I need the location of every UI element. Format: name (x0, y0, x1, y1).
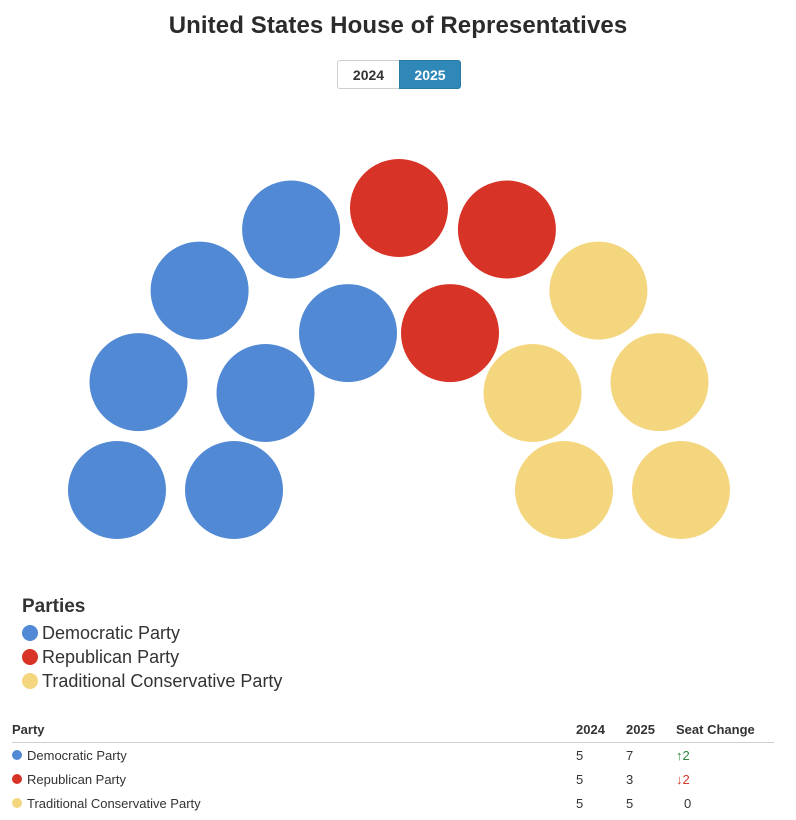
seat-traditional-conservative-party[interactable] (515, 441, 613, 539)
seat-traditional-conservative-party[interactable] (632, 441, 730, 539)
table-row: Traditional Conservative Party 5 5 0 (12, 791, 774, 815)
seat-democratic-party[interactable] (68, 441, 166, 539)
row-2024: 5 (576, 771, 584, 787)
legend-item-traditional-conservative[interactable]: Traditional Conservative Party (22, 669, 282, 693)
seat-republican-party[interactable] (350, 159, 448, 257)
traditional-conservative-dot-icon (12, 798, 22, 808)
seat-traditional-conservative-party[interactable] (483, 344, 582, 442)
legend-label: Republican Party (42, 646, 180, 667)
seat-table: Party 2024 2025 Seat Change Democratic P… (12, 716, 774, 815)
seat-democratic-party[interactable] (89, 333, 188, 432)
seat-democratic-party[interactable] (185, 441, 283, 539)
seat-democratic-party[interactable] (242, 180, 341, 279)
row-change: ↑2 (676, 747, 690, 763)
legend-item-democratic[interactable]: Democratic Party (22, 621, 282, 645)
seat-republican-party[interactable] (457, 180, 556, 279)
legend: Parties Democratic Party Republican Part… (22, 596, 282, 693)
legend-label: Democratic Party (42, 622, 181, 643)
legend-title: Parties (22, 596, 86, 617)
row-2024: 5 (576, 747, 584, 763)
row-party: Traditional Conservative Party (27, 795, 201, 811)
header-seat-change[interactable]: Seat Change (676, 721, 755, 737)
seat-democratic-party[interactable] (216, 344, 315, 442)
row-2025: 7 (626, 747, 634, 763)
republican-dot-icon (12, 774, 22, 784)
header-party[interactable]: Party (12, 721, 45, 737)
traditional-conservative-dot-icon (22, 673, 38, 689)
chart-title: United States House of Representatives (168, 12, 628, 39)
seat-democratic-party[interactable] (299, 284, 397, 383)
year-2025-button[interactable]: 2025 (399, 60, 461, 89)
row-2024: 5 (576, 795, 584, 811)
year-toggle: 2024 2025 (337, 60, 461, 89)
header-2024[interactable]: 2024 (576, 721, 605, 737)
table-header: Party 2024 2025 Seat Change (12, 716, 774, 743)
parliament-chart (68, 159, 730, 539)
democratic-dot-icon (22, 625, 38, 641)
democratic-dot-icon (12, 750, 22, 760)
row-change: ↓2 (676, 771, 690, 787)
seat-traditional-conservative-party[interactable] (610, 333, 709, 432)
header-2025[interactable]: 2025 (626, 721, 655, 737)
row-2025: 5 (626, 795, 634, 811)
seat-democratic-party[interactable] (150, 241, 249, 340)
row-party: Democratic Party (27, 747, 127, 763)
table-row: Republican Party 5 3 ↓2 (12, 767, 774, 791)
year-2024-button[interactable]: 2024 (337, 60, 399, 89)
seat-republican-party[interactable] (401, 284, 499, 383)
republican-dot-icon (22, 649, 38, 665)
seat-traditional-conservative-party[interactable] (549, 241, 648, 340)
row-2025: 3 (626, 771, 634, 787)
table-row: Democratic Party 5 7 ↑2 (12, 743, 774, 767)
row-party: Republican Party (27, 771, 126, 787)
row-change: 0 (684, 795, 692, 811)
legend-item-republican[interactable]: Republican Party (22, 645, 282, 669)
legend-label: Traditional Conservative Party (42, 670, 283, 691)
